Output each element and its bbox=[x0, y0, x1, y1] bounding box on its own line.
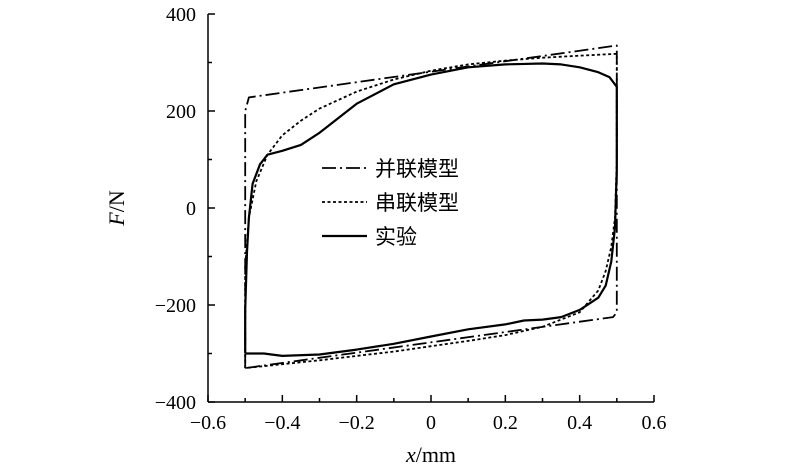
x-tick-label: 0.6 bbox=[642, 412, 667, 434]
y-tick-label: 400 bbox=[166, 4, 196, 26]
ticks: −0.6 −0.4 −0.2 0 0.2 0.4 0.6 −400 −200 0 200 400 bbox=[155, 4, 667, 434]
x-tick-label: −0.4 bbox=[264, 412, 300, 434]
x-axis-var: x bbox=[405, 442, 416, 467]
legend-label: 并联模型 bbox=[375, 157, 459, 181]
x-tick-label: 0.2 bbox=[493, 412, 518, 434]
y-axis-label: F/N bbox=[104, 190, 129, 227]
x-tick-label: 0 bbox=[426, 412, 436, 434]
legend-label: 实验 bbox=[375, 225, 417, 249]
y-tick-label: −200 bbox=[155, 295, 196, 317]
x-axis-unit: /mm bbox=[416, 442, 456, 467]
y-tick-label: 200 bbox=[166, 101, 196, 123]
x-tick-label: −0.6 bbox=[190, 412, 226, 434]
x-tick-label: −0.2 bbox=[339, 412, 375, 434]
series-line-dashdot bbox=[244, 44, 618, 369]
series-line-solid bbox=[244, 62, 618, 357]
y-axis-unit: /N bbox=[104, 190, 129, 212]
legend-label: 串联模型 bbox=[375, 191, 459, 215]
y-axis-var: F bbox=[104, 212, 129, 227]
y-tick-label: 0 bbox=[186, 198, 196, 220]
x-axis-label: x/mm bbox=[405, 442, 456, 467]
y-tick-label: −400 bbox=[155, 392, 196, 414]
x-tick-label: 0.4 bbox=[567, 412, 592, 434]
series-layer bbox=[244, 44, 618, 369]
series-line-dotted bbox=[244, 52, 618, 369]
